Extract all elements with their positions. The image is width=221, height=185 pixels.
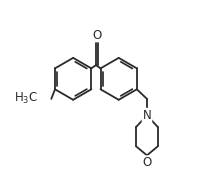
Text: O: O xyxy=(142,156,152,169)
Text: N: N xyxy=(143,109,151,122)
Text: H$_3$C: H$_3$C xyxy=(13,91,38,106)
Text: O: O xyxy=(93,29,102,42)
